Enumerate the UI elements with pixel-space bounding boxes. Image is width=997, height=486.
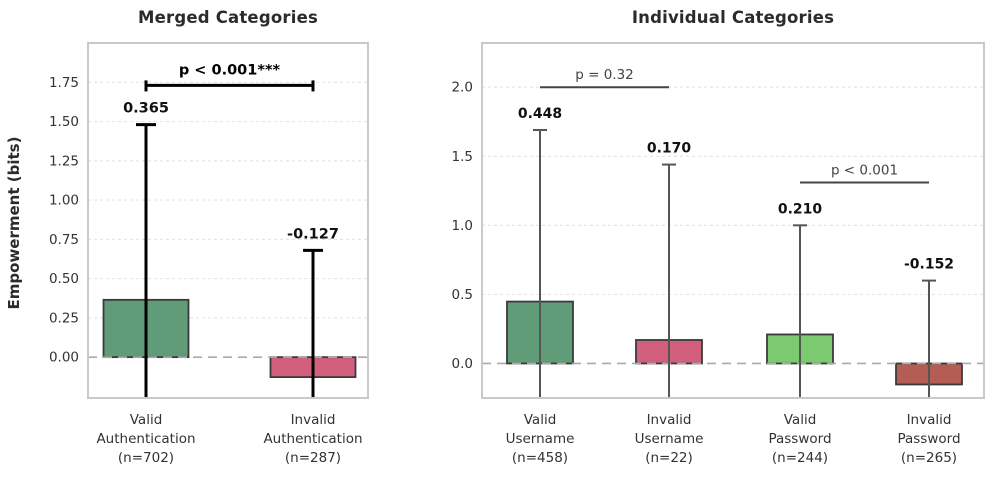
left-chart-title: Merged Categories [138, 8, 318, 27]
p-value-label: p = 0.32 [575, 67, 634, 83]
y-axis-label: Empowerment (bits) [5, 136, 23, 310]
bar-value-label: -0.152 [904, 257, 954, 273]
y-tick-label: 0.00 [49, 350, 79, 366]
y-tick-label: 1.75 [49, 75, 79, 91]
y-tick-label: 1.5 [452, 149, 473, 165]
x-tick-label: Valid Username (n=458) [506, 412, 575, 466]
y-tick-label: 0.75 [49, 232, 79, 248]
x-tick-label: Valid Password (n=244) [768, 412, 831, 466]
y-tick-label: 0.25 [49, 310, 79, 326]
y-tick-label: 1.0 [452, 218, 473, 234]
p-value-label: p < 0.001 [831, 163, 898, 179]
right-chart-title: Individual Categories [631, 8, 835, 27]
bar-value-label: 0.170 [647, 141, 692, 157]
y-tick-label: 1.00 [49, 193, 79, 209]
y-tick-label: 2.0 [452, 80, 473, 96]
y-tick-label: 0.50 [49, 271, 79, 287]
x-tick-label: Valid Authentication (n=702) [96, 412, 195, 466]
x-tick-label: Invalid Username (n=22) [635, 412, 704, 466]
bar-value-label: 0.448 [518, 106, 562, 122]
y-tick-label: 0.5 [452, 287, 473, 303]
bar-value-label: 0.210 [778, 201, 823, 217]
axes-frame [481, 42, 985, 399]
axes-frame [87, 42, 369, 399]
x-tick-label: Invalid Authentication (n=287) [263, 412, 362, 466]
y-tick-label: 0.0 [452, 356, 473, 372]
p-value-label: p < 0.001*** [179, 62, 281, 78]
y-tick-label: 1.25 [49, 153, 79, 169]
bar-value-label: -0.127 [287, 226, 339, 242]
bar-value-label: 0.365 [123, 101, 169, 117]
y-tick-label: 1.50 [49, 114, 79, 130]
x-tick-label: Invalid Password (n=265) [897, 412, 960, 466]
